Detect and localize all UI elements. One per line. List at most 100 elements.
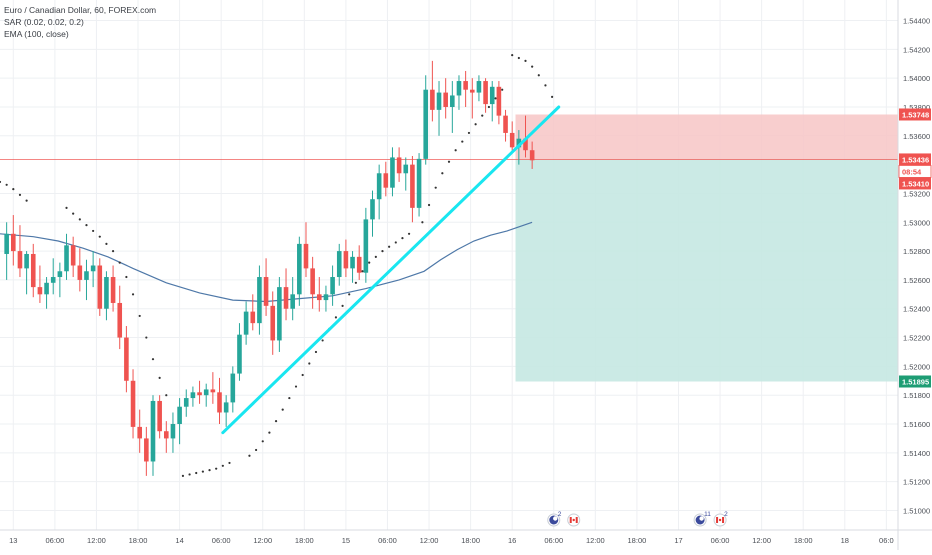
trendline[interactable] [221,105,561,435]
candle-bullish[interactable] [423,75,429,165]
candle-bullish[interactable] [84,259,89,301]
candle-bullish[interactable] [4,222,9,280]
candle-bearish[interactable] [137,409,142,453]
candle-bullish[interactable] [323,285,329,312]
candle-bearish[interactable] [310,256,315,309]
canada-flag-icon[interactable] [567,513,581,527]
candle-bearish[interactable] [343,239,349,278]
candle-bullish[interactable] [350,251,355,283]
candle-bullish[interactable] [190,386,196,407]
candle-bearish[interactable] [396,147,402,182]
candle-bearish[interactable] [157,395,162,439]
canada-flag-icon[interactable]: 2 [713,511,728,527]
candle-bullish[interactable] [336,243,342,286]
candle-bullish[interactable] [243,301,249,345]
candle-bearish[interactable] [383,161,389,197]
candle-bearish[interactable] [283,268,289,321]
candle-bearish[interactable] [410,155,415,223]
economic-event-icon[interactable]: 11 [693,511,711,527]
candle-bearish[interactable] [503,109,508,142]
candle-bearish[interactable] [17,225,23,278]
candle-bullish[interactable] [456,75,462,110]
candle-bullish[interactable] [64,233,69,280]
candle-bearish[interactable] [110,265,116,312]
candle-bearish[interactable] [37,265,43,303]
candle-bearish[interactable] [210,372,216,404]
candle-bearish[interactable] [217,377,222,425]
economic-event-icon[interactable]: 2 [547,511,562,527]
candle-bullish[interactable] [44,277,49,309]
candle-bullish[interactable] [370,190,375,237]
candle-bullish[interactable] [436,81,442,136]
candle-bearish[interactable] [117,285,123,350]
candle-bullish[interactable] [203,383,209,407]
candle-bullish[interactable] [183,389,189,417]
candle-bearish[interactable] [250,294,256,331]
sar-dot [98,235,101,238]
sar-dot [85,224,88,227]
ema-100-line[interactable] [0,221,533,303]
candle-bullish[interactable] [257,265,262,335]
candle-bullish[interactable] [50,258,56,295]
candle-bearish[interactable] [197,380,202,404]
candle-bullish[interactable] [297,236,302,306]
candle-bearish[interactable] [77,248,83,292]
ema-indicator-label[interactable]: EMA (100, close) [4,29,69,39]
candle-bullish[interactable] [24,251,29,295]
price-label-last: 1.53436 [899,153,931,166]
candle-bullish[interactable] [170,412,176,453]
candle-bullish[interactable] [237,323,242,381]
candle-body [11,233,16,252]
candle-bearish[interactable] [529,141,535,169]
candle-bullish[interactable] [376,164,382,220]
take-profit-zone[interactable] [515,159,898,382]
candle-bearish[interactable] [163,421,169,453]
candle-bearish[interactable] [443,78,448,119]
candle-bearish[interactable] [509,121,515,154]
candle-bearish[interactable] [11,215,16,266]
candle-bullish[interactable] [277,277,282,352]
candle-bearish[interactable] [263,258,269,316]
candle-bullish[interactable] [330,265,335,306]
candle-bullish[interactable] [230,366,236,413]
candle-bearish[interactable] [483,78,488,113]
candle-bullish[interactable] [223,395,229,427]
candle-bullish[interactable] [104,271,109,321]
candle-bullish[interactable] [416,153,422,217]
candle-bearish[interactable] [463,70,468,107]
candle-bearish[interactable] [97,258,103,316]
candle-bearish[interactable] [270,291,276,355]
candle-bearish[interactable] [469,78,475,119]
ema-line [0,221,533,303]
candle-bearish[interactable] [70,236,76,278]
candle-bullish[interactable] [403,157,409,191]
candle-bearish[interactable] [430,60,435,122]
candle-body [243,311,249,335]
candle-bearish[interactable] [316,277,322,312]
candle-bullish[interactable] [363,207,369,283]
candle-bullish[interactable] [57,262,63,298]
candle-bullish[interactable] [476,75,482,102]
candle-bearish[interactable] [303,222,309,278]
candle-bearish[interactable] [130,369,136,439]
candle-bullish[interactable] [177,398,182,445]
candle-bullish[interactable] [489,81,495,122]
candle-bearish[interactable] [523,115,528,158]
candle-bullish[interactable] [90,251,96,288]
sar-indicator-label[interactable]: SAR (0.02, 0.02, 0.2) [4,17,84,27]
candle-bullish[interactable] [390,147,395,197]
candle-bullish[interactable] [450,81,455,133]
candle-bearish[interactable] [30,243,36,298]
candle-bearish[interactable] [496,81,502,125]
candle-bullish[interactable] [150,395,156,476]
symbol-title[interactable]: Euro / Canadian Dollar, 60, FOREX.com [4,5,157,15]
trendline [221,105,561,435]
candle-bearish[interactable] [356,245,362,280]
price-tick-label: 1.51000 [903,506,930,515]
candle-bearish[interactable] [144,426,149,476]
stop-loss-zone[interactable] [515,114,898,160]
candle-bullish[interactable] [290,277,295,321]
candle-bearish[interactable] [124,326,129,393]
